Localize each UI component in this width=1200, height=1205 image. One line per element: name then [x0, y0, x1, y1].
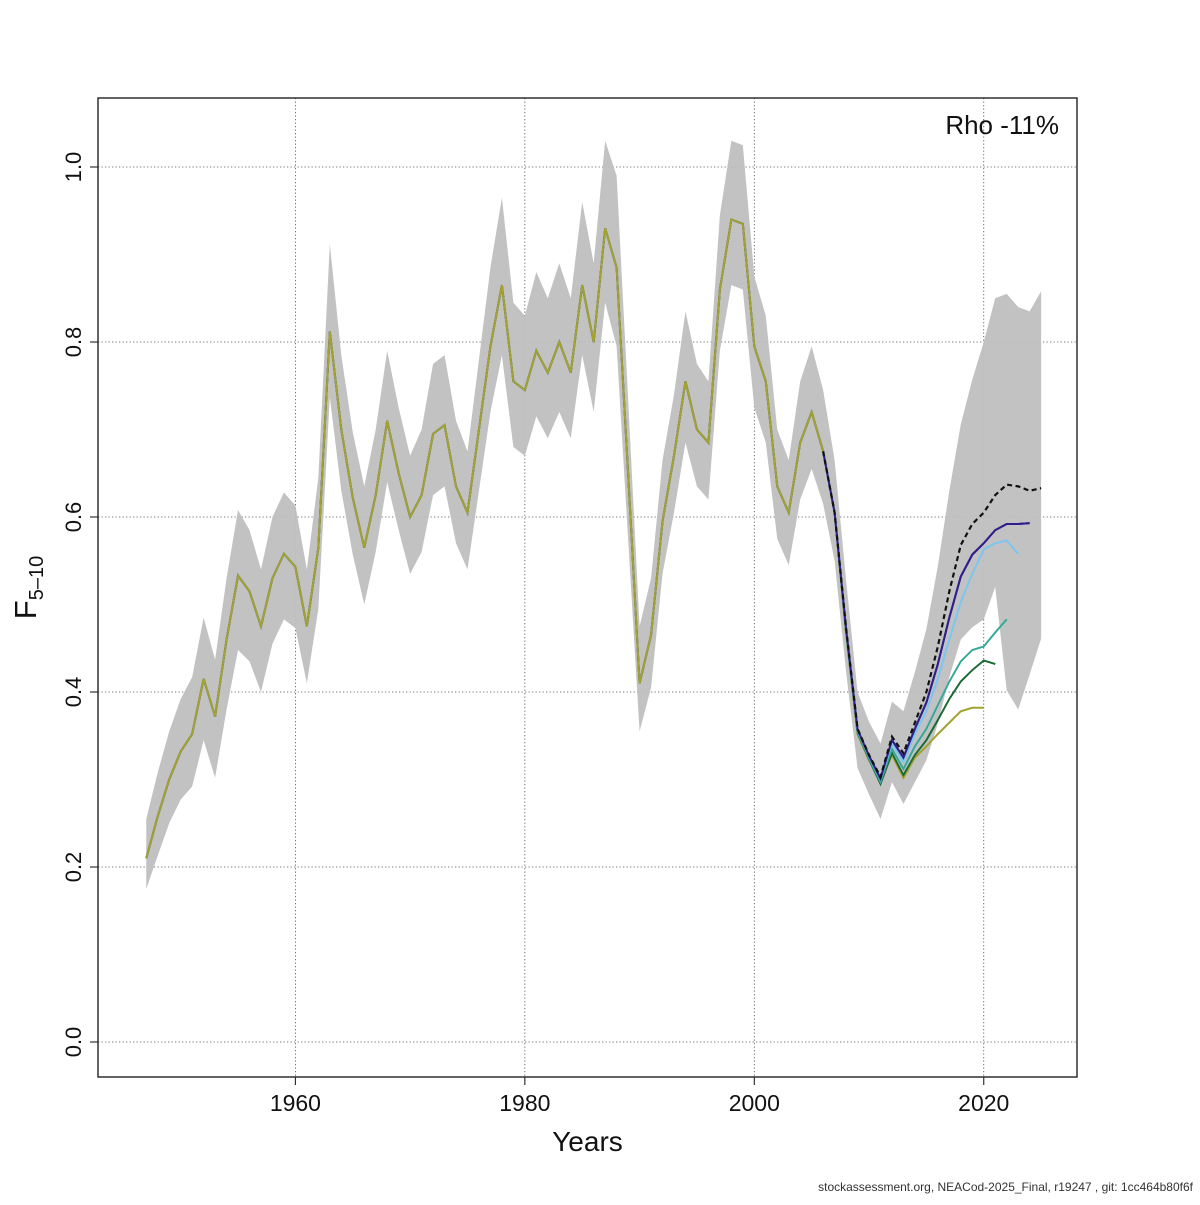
svg-text:1980: 1980 [499, 1090, 550, 1116]
svg-text:stockassessment.org, NEACod-20: stockassessment.org, NEACod-2025_Final, … [818, 1180, 1194, 1194]
svg-text:0.2: 0.2 [61, 852, 86, 883]
svg-text:2020: 2020 [958, 1090, 1009, 1116]
svg-text:1960: 1960 [270, 1090, 321, 1116]
svg-text:0.6: 0.6 [61, 502, 86, 533]
svg-text:1.0: 1.0 [61, 152, 86, 183]
svg-text:Rho -11%: Rho -11% [945, 110, 1059, 140]
svg-text:2000: 2000 [729, 1090, 780, 1116]
svg-text:Years: Years [552, 1126, 623, 1157]
svg-text:0.4: 0.4 [61, 677, 86, 708]
svg-text:0.8: 0.8 [61, 327, 86, 358]
svg-text:0.0: 0.0 [61, 1027, 86, 1058]
